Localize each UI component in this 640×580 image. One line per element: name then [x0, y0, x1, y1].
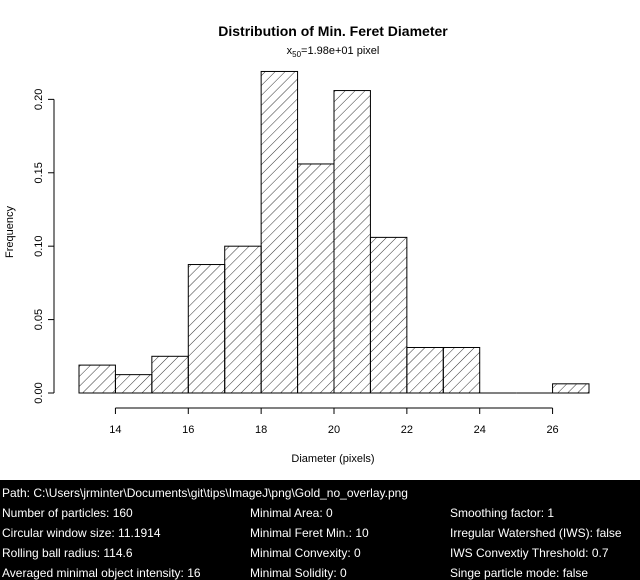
y-axis: 0.00 0.05 0.10 0.15 0.20 [33, 89, 55, 404]
x-tick-label: 26 [546, 424, 558, 436]
info-circular-window-size: Circular window size: 11.1914 [2, 526, 161, 540]
histogram-bars [78, 70, 590, 394]
info-rolling-ball-radius: Rolling ball radius: 114.6 [2, 546, 133, 560]
histogram-bar-9 [406, 346, 444, 394]
histogram-bar-1 [114, 374, 153, 394]
subtitle-subscript: 50 [292, 50, 301, 59]
subtitle-rest: =1.98e+01 pixel [301, 45, 379, 57]
x-tick-label: 14 [109, 424, 121, 436]
info-minimal-convexity: Minimal Convexity: 0 [250, 546, 361, 560]
info-single-particle-mode: Singe particle mode: false [450, 566, 589, 580]
info-number-of-particles: Number of particles: 160 [2, 506, 133, 520]
histogram-bar-4 [224, 245, 262, 394]
histogram-bar-5 [260, 70, 299, 394]
x-tick-label: 22 [401, 424, 413, 436]
histogram-bar-13 [552, 383, 590, 394]
histogram-bar-0 [78, 364, 116, 394]
histogram-bar-6 [297, 163, 335, 394]
info-minimal-area: Minimal Area: 0 [250, 506, 333, 520]
y-tick-label: 0.20 [33, 89, 45, 110]
histogram-bar-2 [151, 355, 189, 394]
x-tick-label: 24 [474, 424, 486, 436]
chart-title: Distribution of Min. Feret Diameter [218, 23, 448, 39]
x-tick-label: 18 [255, 424, 267, 436]
y-tick-label: 0.15 [33, 162, 45, 183]
info-averaged-min-intensity: Averaged minimal object intensity: 16 [2, 566, 201, 580]
y-axis-label: Frequency [4, 206, 16, 258]
histogram-chart: Distribution of Min. Feret Diameter x50=… [4, 23, 590, 465]
x-axis-label: Diameter (pixels) [291, 453, 374, 465]
info-smoothing-factor: Smoothing factor: 1 [450, 506, 555, 520]
info-minimal-feret-min: Minimal Feret Min.: 10 [250, 526, 369, 540]
info-minimal-solidity: Minimal Solidity: 0 [250, 566, 347, 580]
info-path: Path: C:\Users\jrminter\Documents\git\ti… [2, 486, 408, 500]
y-tick-label: 0.10 [33, 235, 45, 256]
x-tick-label: 16 [182, 424, 194, 436]
info-irregular-watershed: Irregular Watershed (IWS): false [450, 526, 622, 540]
y-tick-label: 0.00 [33, 382, 45, 403]
histogram-svg: Distribution of Min. Feret Diameter x50=… [4, 23, 590, 465]
info-panel: Path: C:\Users\jrminter\Documents\git\ti… [0, 480, 640, 580]
histogram-bar-8 [369, 236, 408, 394]
y-tick-label: 0.05 [33, 309, 45, 330]
chart-subtitle: x50=1.98e+01 pixel [287, 45, 380, 59]
info-iws-convexity-threshold: IWS Convextiy Threshold: 0.7 [450, 546, 609, 560]
x-axis: 14 16 18 20 22 24 26 [109, 407, 559, 436]
subtitle-main: x [287, 45, 293, 57]
histogram-bar-3 [187, 264, 226, 394]
x-tick-label: 20 [328, 424, 340, 436]
histogram-bar-10 [442, 346, 481, 394]
histogram-bar-7 [333, 90, 371, 394]
